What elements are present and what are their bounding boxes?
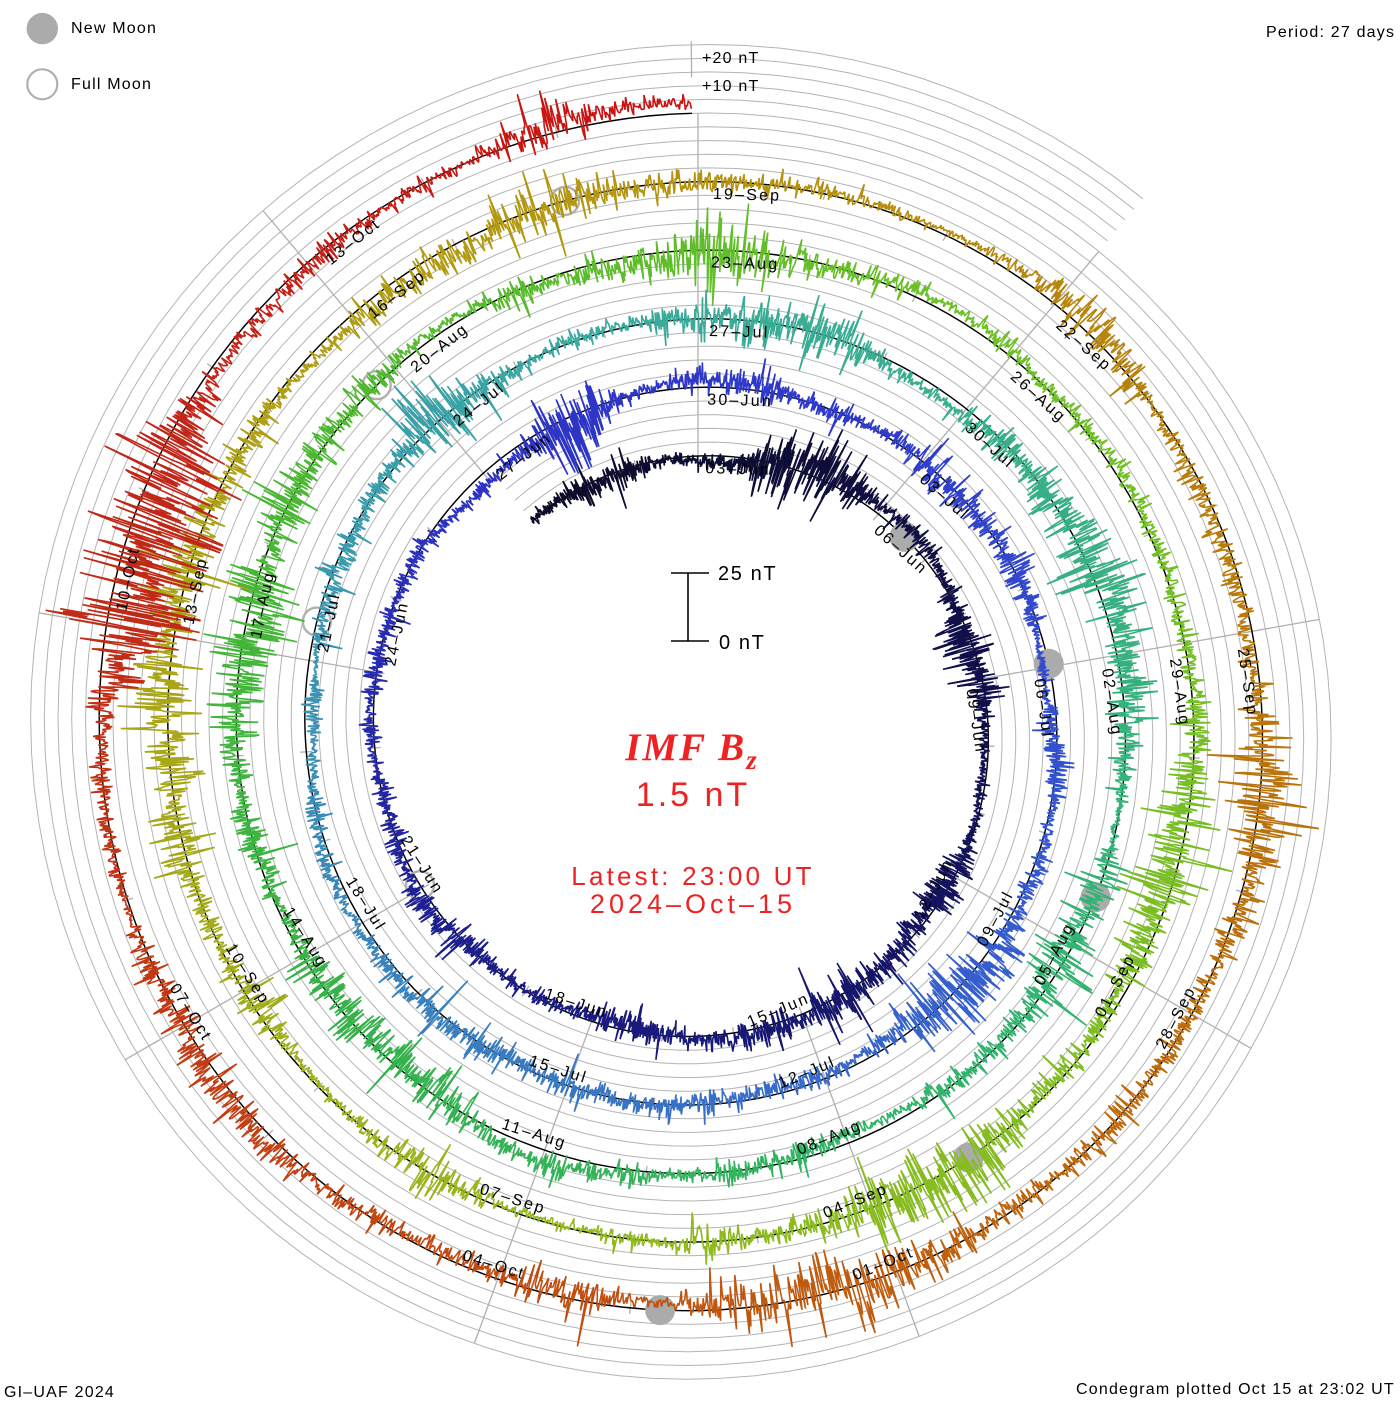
svg-text:IMF Bz: IMF Bz bbox=[624, 726, 758, 775]
svg-text:+20 nT: +20 nT bbox=[702, 50, 759, 67]
svg-text:27–Jul: 27–Jul bbox=[709, 323, 770, 342]
svg-text:30–Jun: 30–Jun bbox=[707, 392, 773, 411]
svg-text:23–Aug: 23–Aug bbox=[711, 254, 780, 273]
svg-text:Full Moon: Full Moon bbox=[71, 76, 152, 93]
svg-text:Period: 27 days: Period: 27 days bbox=[1266, 24, 1395, 41]
svg-text:Condegram plotted Oct 15 at 23: Condegram plotted Oct 15 at 23:02 UT bbox=[1076, 1381, 1395, 1398]
svg-text:2024–Oct–15: 2024–Oct–15 bbox=[590, 889, 796, 919]
svg-text:Latest: 23:00 UT: Latest: 23:00 UT bbox=[571, 861, 814, 891]
svg-text:1.5 nT: 1.5 nT bbox=[636, 776, 750, 814]
svg-text:25 nT: 25 nT bbox=[718, 563, 777, 585]
svg-text:+10 nT: +10 nT bbox=[702, 78, 759, 95]
svg-text:0 nT: 0 nT bbox=[719, 632, 765, 654]
svg-text:GI–UAF 2024: GI–UAF 2024 bbox=[4, 1384, 115, 1400]
svg-text:New Moon: New Moon bbox=[71, 20, 157, 37]
svg-text:19–Sep: 19–Sep bbox=[713, 186, 782, 205]
svg-text:03–Jun: 03–Jun bbox=[705, 460, 771, 479]
